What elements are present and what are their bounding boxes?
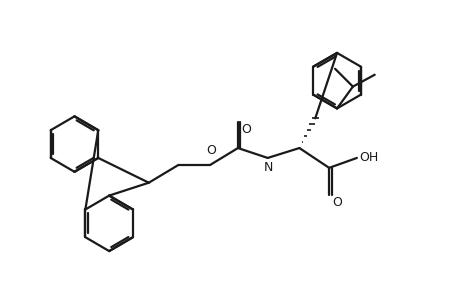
Text: OH: OH xyxy=(359,151,378,164)
Text: O: O xyxy=(241,123,251,136)
Text: O: O xyxy=(332,195,342,209)
Text: O: O xyxy=(206,144,216,157)
Text: N: N xyxy=(264,161,274,174)
